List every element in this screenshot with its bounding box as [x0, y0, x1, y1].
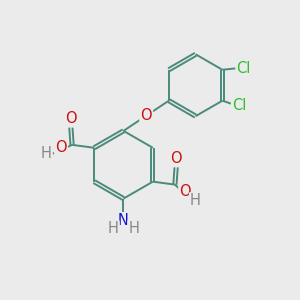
Text: O: O	[65, 111, 76, 126]
Text: H: H	[40, 146, 51, 161]
Text: H: H	[190, 193, 201, 208]
Text: Cl: Cl	[232, 98, 246, 112]
Text: O: O	[171, 151, 182, 166]
Text: N: N	[118, 213, 129, 228]
Text: O: O	[55, 140, 67, 155]
Text: H: H	[128, 221, 139, 236]
Text: O: O	[140, 108, 152, 123]
Text: Cl: Cl	[236, 61, 251, 76]
Text: O: O	[179, 184, 191, 199]
Text: H: H	[108, 221, 118, 236]
